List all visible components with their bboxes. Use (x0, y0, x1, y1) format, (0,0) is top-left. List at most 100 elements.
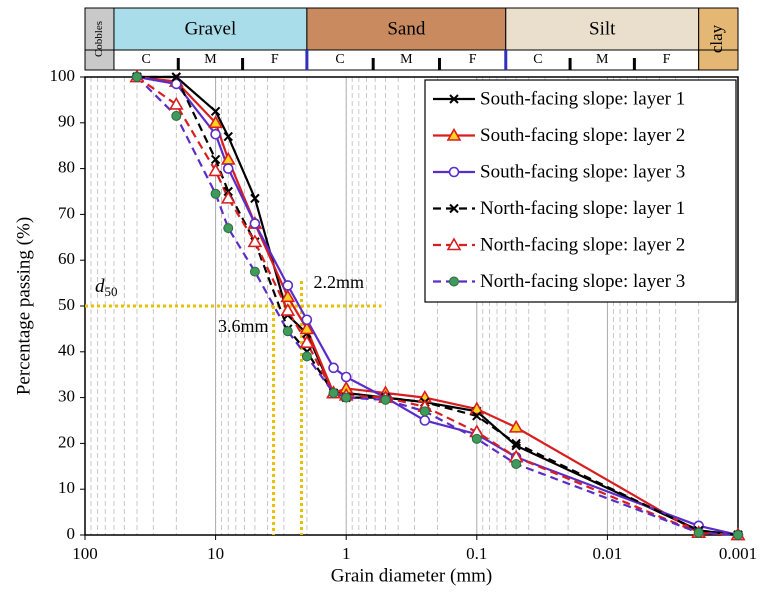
y-tick-label: 10 (58, 478, 75, 497)
y-tick-label: 70 (58, 203, 75, 222)
legend-label: South-facing slope: layer 1 (480, 88, 685, 109)
x-tick-label: 100 (72, 544, 98, 563)
data-marker (301, 314, 313, 326)
legend-label: South-facing slope: layer 2 (480, 125, 685, 146)
data-marker (222, 163, 234, 174)
data-marker (449, 94, 459, 104)
soil-subdivision-label: M (596, 52, 609, 67)
soil-subdivision-label: C (533, 52, 542, 67)
data-marker (247, 234, 263, 248)
data-marker (446, 127, 462, 141)
data-marker (223, 223, 234, 234)
soil-class-label: Silt (589, 18, 616, 39)
y-tick-label: 20 (58, 432, 75, 451)
y-tick-label: 0 (67, 524, 76, 543)
data-marker (380, 394, 391, 405)
data-marker (210, 106, 221, 117)
data-marker (471, 433, 482, 444)
data-marker (328, 362, 339, 374)
soil-subdivision-label: M (204, 52, 217, 67)
y-tick-label: 100 (50, 66, 76, 85)
legend-label: North-facing slope: layer 2 (480, 234, 685, 255)
legend-box (424, 79, 737, 303)
soil-subdivision-label: F (663, 52, 671, 67)
soil-class-band (698, 7, 739, 51)
data-marker (282, 280, 294, 291)
data-marker (508, 419, 524, 433)
data-marker (301, 351, 312, 362)
soil-class-band (84, 7, 115, 51)
soil-class-label: Cobbles (93, 21, 105, 57)
soil-subdivision-label: C (335, 52, 344, 67)
data-marker (511, 459, 522, 470)
soil-class-sub (698, 49, 739, 71)
data-marker (446, 237, 462, 251)
soil-subdivision-label: M (400, 52, 413, 67)
soil-subdivision-label: F (469, 52, 477, 67)
legend-label: North-facing slope: layer 1 (480, 198, 685, 219)
data-marker (419, 406, 430, 417)
data-marker (693, 527, 704, 538)
soil-subdivision-label: F (271, 52, 279, 67)
data-line (136, 76, 739, 537)
data-marker (249, 266, 260, 277)
soil-class-label: clay (707, 24, 726, 53)
d50-label: d50 (95, 276, 118, 299)
soil-class-label: Gravel (185, 18, 237, 39)
data-marker (208, 115, 223, 129)
data-marker (299, 321, 315, 335)
data-marker (210, 128, 221, 140)
soil-subdivision-label: C (141, 52, 150, 67)
d50-diameter-label: 3.6mm (218, 316, 269, 336)
data-marker (448, 166, 460, 178)
data-marker (210, 154, 221, 165)
d50-symbol: d (95, 276, 105, 297)
data-marker (328, 388, 339, 399)
data-marker (449, 203, 459, 214)
y-axis-label: Percentage passing (%) (13, 217, 34, 395)
x-tick-label: 1 (342, 544, 351, 563)
data-marker (220, 190, 236, 204)
x-tick-label: 0.01 (593, 544, 623, 563)
data-marker (469, 401, 485, 415)
x-tick-label: 0.001 (719, 544, 757, 563)
y-tick-label: 50 (58, 295, 75, 314)
x-axis-label: Grain diameter (mm) (331, 565, 492, 586)
x-tick-label: 10 (207, 544, 224, 563)
data-marker (249, 218, 261, 229)
d50-subscript: 50 (105, 284, 118, 299)
data-marker (171, 110, 182, 121)
data-marker (340, 371, 352, 383)
y-tick-label: 30 (58, 387, 75, 406)
soil-class-band (113, 7, 308, 51)
legend-label: North-facing slope: layer 3 (480, 271, 685, 292)
x-tick-label: 0.1 (466, 544, 487, 563)
soil-class-label: Sand (387, 18, 426, 39)
data-marker (208, 163, 223, 177)
data-marker (341, 392, 352, 403)
data-marker (131, 72, 142, 82)
data-marker (511, 438, 521, 449)
data-marker (170, 78, 182, 90)
data-marker (449, 276, 459, 287)
data-marker (280, 289, 296, 303)
data-marker (210, 188, 221, 199)
data-marker (250, 193, 260, 204)
data-marker (168, 96, 184, 110)
data-marker (472, 411, 482, 421)
y-tick-label: 90 (58, 112, 75, 131)
data-marker (171, 72, 181, 82)
data-marker (280, 302, 296, 316)
data-marker (282, 326, 293, 337)
data-marker (299, 335, 315, 348)
y-tick-label: 40 (58, 341, 75, 360)
data-marker (223, 131, 233, 142)
data-marker (419, 415, 431, 426)
data-marker (511, 440, 521, 451)
y-tick-label: 80 (58, 158, 75, 177)
d50-diameter-label: 2.2mm (313, 272, 364, 292)
legend-label: South-facing slope: layer 3 (480, 161, 685, 182)
y-tick-label: 60 (58, 249, 75, 268)
data-marker (733, 530, 743, 540)
